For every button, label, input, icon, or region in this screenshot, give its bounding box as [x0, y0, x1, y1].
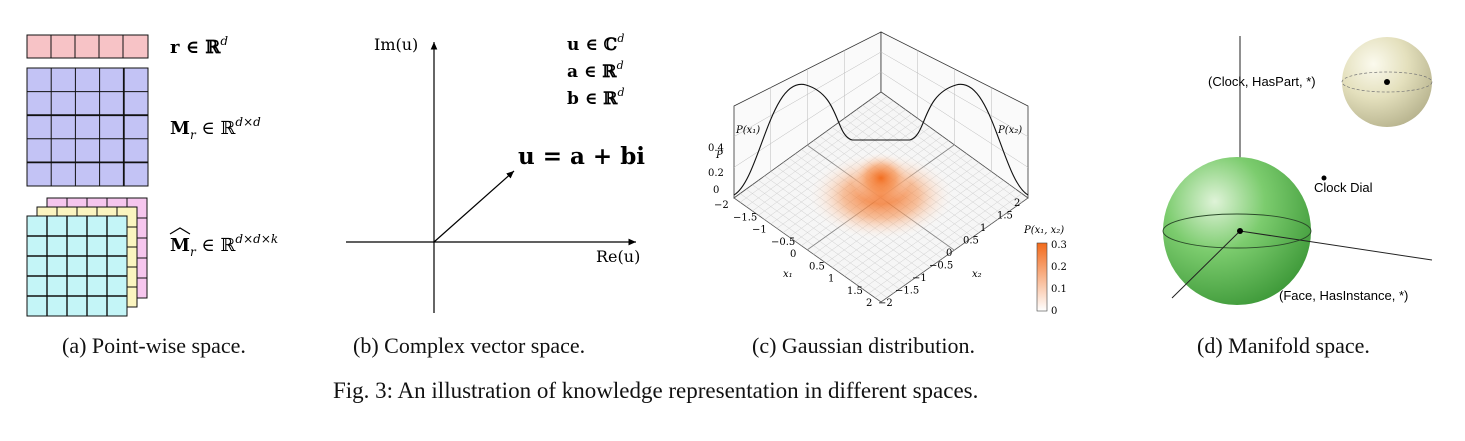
x1-tick-label: 0.5	[809, 261, 825, 272]
marginal-curve-x1	[733, 83, 881, 196]
caption-b: (b) Complex vector space.	[353, 333, 586, 358]
x2-tick-label: −2	[878, 298, 893, 309]
cream-equator	[1341, 71, 1433, 93]
tensor-layer	[26, 215, 128, 317]
x2-tick-label: 0.5	[963, 236, 979, 247]
x2-tick-label: −1.5	[895, 286, 919, 297]
M-matrix	[26, 67, 149, 187]
wall-grid-line	[880, 51, 1029, 137]
z-tick-0: 0	[713, 185, 719, 196]
x2-tick-label: 1.5	[997, 211, 1013, 222]
caption-c: (c) Gaussian distribution.	[752, 333, 976, 358]
label-M: Mr ∈ ℝd×d	[170, 115, 261, 142]
green-equator-front	[1162, 213, 1312, 249]
caption-a: (a) Point-wise space.	[62, 333, 246, 358]
figure-caption: Fig. 3: An illustration of knowledge rep…	[333, 378, 979, 403]
px2-label: P(x₂)	[997, 125, 1022, 136]
colorbar	[1036, 242, 1048, 312]
x1-tick-label: 0	[790, 249, 796, 260]
x1-tick-label: 2	[866, 298, 872, 309]
label-r: r ∈ ℝd	[170, 34, 228, 58]
panel-c	[733, 31, 1048, 312]
def-u: u ∈ ℂd	[567, 32, 624, 55]
M-tensor	[26, 197, 148, 317]
label-face-hasinstance: (Face, HasInstance, *)	[1279, 288, 1408, 303]
label-clock-haspart: (Clock, HasPart, *)	[1208, 74, 1316, 89]
px1-label: P(x₁)	[735, 125, 760, 136]
x1-tick-label: −1.5	[733, 212, 757, 223]
x1-tick-label: 1.5	[847, 286, 863, 297]
x1-tick-label: −0.5	[771, 237, 795, 248]
label-clock-dial: Clock Dial	[1314, 180, 1373, 195]
wall-grid-line	[733, 51, 882, 137]
z-tick-1: 0.2	[708, 168, 724, 179]
x2-tick-label: 0	[946, 248, 952, 259]
colorbar-tick-3: 0	[1051, 306, 1057, 317]
vector-arrow	[433, 170, 515, 243]
green-center-dot	[1237, 228, 1243, 234]
colorbar-tick-2: 0.1	[1051, 284, 1067, 295]
axis-diagonal-left	[1171, 230, 1241, 299]
x1-tick-label: −1	[752, 225, 767, 236]
panel-a	[26, 34, 149, 317]
x1-tick-label: 1	[828, 274, 834, 285]
def-b: b ∈ ℝd	[567, 86, 624, 109]
def-a: a ∈ ℝd	[567, 59, 624, 82]
z-axis-label: P	[715, 150, 723, 161]
caption-d: (d) Manifold space.	[1197, 333, 1370, 358]
x2-tick-label: 1	[980, 223, 986, 234]
x2-tick-label: −0.5	[929, 261, 953, 272]
x2-tick-label: −1	[912, 273, 927, 284]
colorbar-tick-0: 0.3	[1051, 240, 1067, 251]
marginal-curve-x2	[881, 83, 1029, 196]
label-im: Im(u)	[374, 35, 418, 54]
label-Mhat: Mr ∈ ℝd×d×k	[170, 232, 278, 259]
z-tick-2: 0.4	[708, 143, 724, 154]
x1-tick-label: −2	[714, 200, 729, 211]
pjoint-label: P(x₁, x₂)	[1023, 225, 1064, 236]
panel-b	[346, 42, 636, 313]
axis-diagonal-right	[1239, 230, 1433, 261]
cream-center-dot	[1384, 79, 1390, 85]
hat-accent	[169, 227, 191, 235]
clock-dial-dot	[1321, 175, 1327, 181]
x1-axis-label: x₁	[783, 269, 793, 280]
gaussian-surface-peak	[851, 152, 911, 204]
x2-tick-label: 2	[1014, 198, 1020, 209]
equation: u = a + bi	[518, 143, 645, 170]
colorbar-tick-1: 0.2	[1051, 262, 1067, 273]
r-vector	[26, 34, 149, 59]
x2-axis-label: x₂	[972, 269, 982, 280]
x2-ticks: 21.5 10.5 0 −0.5−1 −1.5−2	[878, 198, 1020, 309]
label-re: Re(u)	[596, 247, 640, 266]
x1-ticks: −2 −1.5 −1 −0.50 0.51 1.52	[714, 200, 872, 309]
panel-d	[1162, 36, 1433, 305]
m-matrix-body	[26, 67, 149, 187]
